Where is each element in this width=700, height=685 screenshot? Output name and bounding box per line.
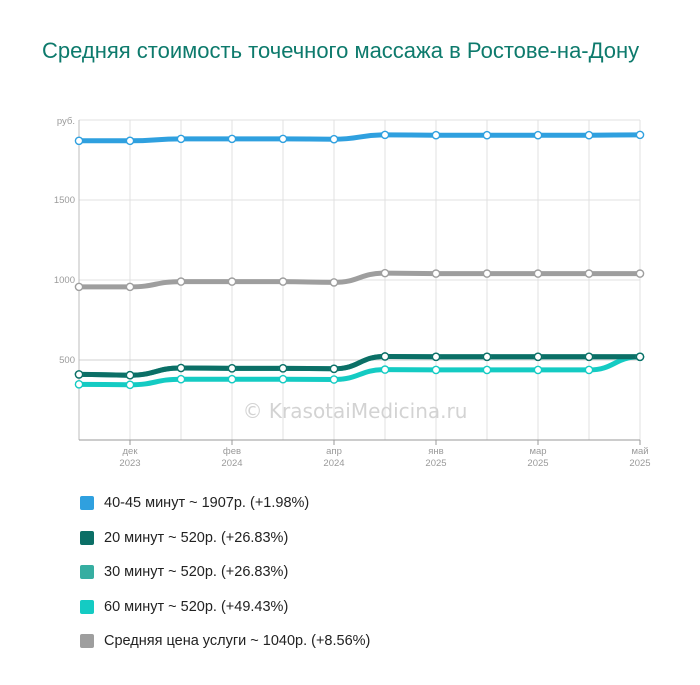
data-point — [380, 365, 390, 374]
x-tick-label-month: мар — [529, 446, 546, 457]
data-point — [584, 365, 594, 375]
legend-item[interactable]: 30 минут ~ 520р. (+26.83%) — [80, 555, 660, 590]
x-tick-label-year: 2025 — [425, 458, 446, 469]
series-line — [76, 270, 643, 290]
grid — [78, 119, 641, 440]
data-point — [74, 380, 84, 389]
x-tick-label-year: 2025 — [629, 458, 650, 469]
data-point — [533, 352, 543, 362]
y-tick-label: 1500 — [54, 195, 75, 206]
legend-swatch — [80, 530, 94, 545]
legend-label: Средняя цена услуги ~ 1040р. (+8.56%) — [104, 633, 371, 650]
watermark-text: © KrasotaiMedicina.ru — [243, 399, 468, 423]
data-point — [176, 374, 186, 384]
data-point — [329, 278, 339, 287]
data-point — [278, 374, 288, 384]
data-point — [227, 374, 237, 384]
data-point — [533, 130, 543, 140]
data-point — [380, 130, 390, 140]
data-point — [278, 134, 288, 144]
data-point — [482, 352, 492, 362]
data-point — [635, 352, 645, 362]
legend-swatch — [80, 565, 94, 580]
data-point — [125, 282, 135, 292]
data-point — [431, 365, 441, 375]
y-tick-label: 500 — [59, 355, 75, 366]
legend-item[interactable]: Средняя цена услуги ~ 1040р. (+8.56%) — [80, 624, 660, 659]
axes: руб.50010001500дек2023фев2024апр2024янв2… — [54, 116, 651, 469]
x-tick-label-year: 2024 — [221, 458, 242, 469]
legend-label: 40-45 минут ~ 1907р. (+1.98%) — [104, 495, 310, 512]
data-point — [74, 282, 84, 292]
data-point — [329, 364, 339, 374]
data-point — [584, 130, 594, 140]
y-axis-unit-label: руб. — [57, 116, 75, 127]
series-lines — [76, 132, 643, 388]
data-point — [125, 370, 135, 380]
data-point — [125, 136, 135, 146]
data-point — [533, 269, 543, 278]
data-point — [278, 277, 288, 286]
chart-title: Средняя стоимость точечного массажа в Ро… — [42, 38, 640, 63]
data-point — [227, 134, 237, 144]
legend-label: 60 минут ~ 520р. (+49.43%) — [104, 598, 289, 615]
legend-item[interactable]: 20 минут ~ 520р. (+26.83%) — [80, 521, 660, 556]
data-point — [431, 352, 441, 362]
series-line — [76, 353, 643, 378]
data-point — [635, 269, 645, 278]
data-point — [584, 269, 594, 278]
data-point — [482, 365, 492, 375]
data-point — [329, 134, 339, 144]
legend-item[interactable]: 60 минут ~ 520р. (+49.43%) — [80, 590, 660, 625]
data-point — [635, 130, 645, 140]
data-point — [431, 269, 441, 278]
legend: 40-45 минут ~ 1907р. (+1.98%) 20 минут ~ … — [80, 486, 660, 659]
data-point — [227, 277, 237, 286]
legend-swatch — [80, 634, 94, 649]
data-point — [176, 363, 186, 373]
y-tick-label: 1000 — [54, 275, 75, 286]
data-point — [176, 277, 186, 286]
x-tick-label-month: май — [631, 446, 648, 457]
legend-swatch — [80, 496, 94, 511]
data-point — [380, 352, 390, 361]
data-point — [533, 365, 543, 375]
data-point — [431, 130, 441, 140]
x-tick-label-year: 2025 — [527, 458, 548, 469]
x-tick-label-year: 2023 — [119, 458, 140, 469]
data-point — [176, 134, 186, 144]
data-point — [74, 136, 84, 146]
data-point — [125, 380, 135, 390]
series-line — [76, 132, 643, 144]
data-points — [74, 130, 645, 390]
x-tick-label-month: дек — [123, 446, 139, 457]
data-point — [380, 268, 390, 278]
x-tick-label-year: 2024 — [323, 458, 344, 469]
x-tick-label-month: фев — [223, 446, 241, 457]
data-point — [74, 370, 84, 379]
legend-label: 30 минут ~ 520р. (+26.83%) — [104, 564, 289, 581]
legend-item[interactable]: 40-45 минут ~ 1907р. (+1.98%) — [80, 486, 660, 521]
x-tick-label-month: янв — [428, 446, 443, 457]
data-point — [329, 375, 339, 384]
x-tick-label-month: апр — [326, 446, 342, 457]
data-point — [278, 364, 288, 373]
legend-swatch — [80, 599, 94, 614]
data-point — [482, 269, 492, 278]
legend-label: 20 минут ~ 520р. (+26.83%) — [104, 529, 289, 546]
data-point — [584, 352, 594, 362]
data-point — [482, 130, 492, 140]
data-point — [227, 364, 237, 373]
